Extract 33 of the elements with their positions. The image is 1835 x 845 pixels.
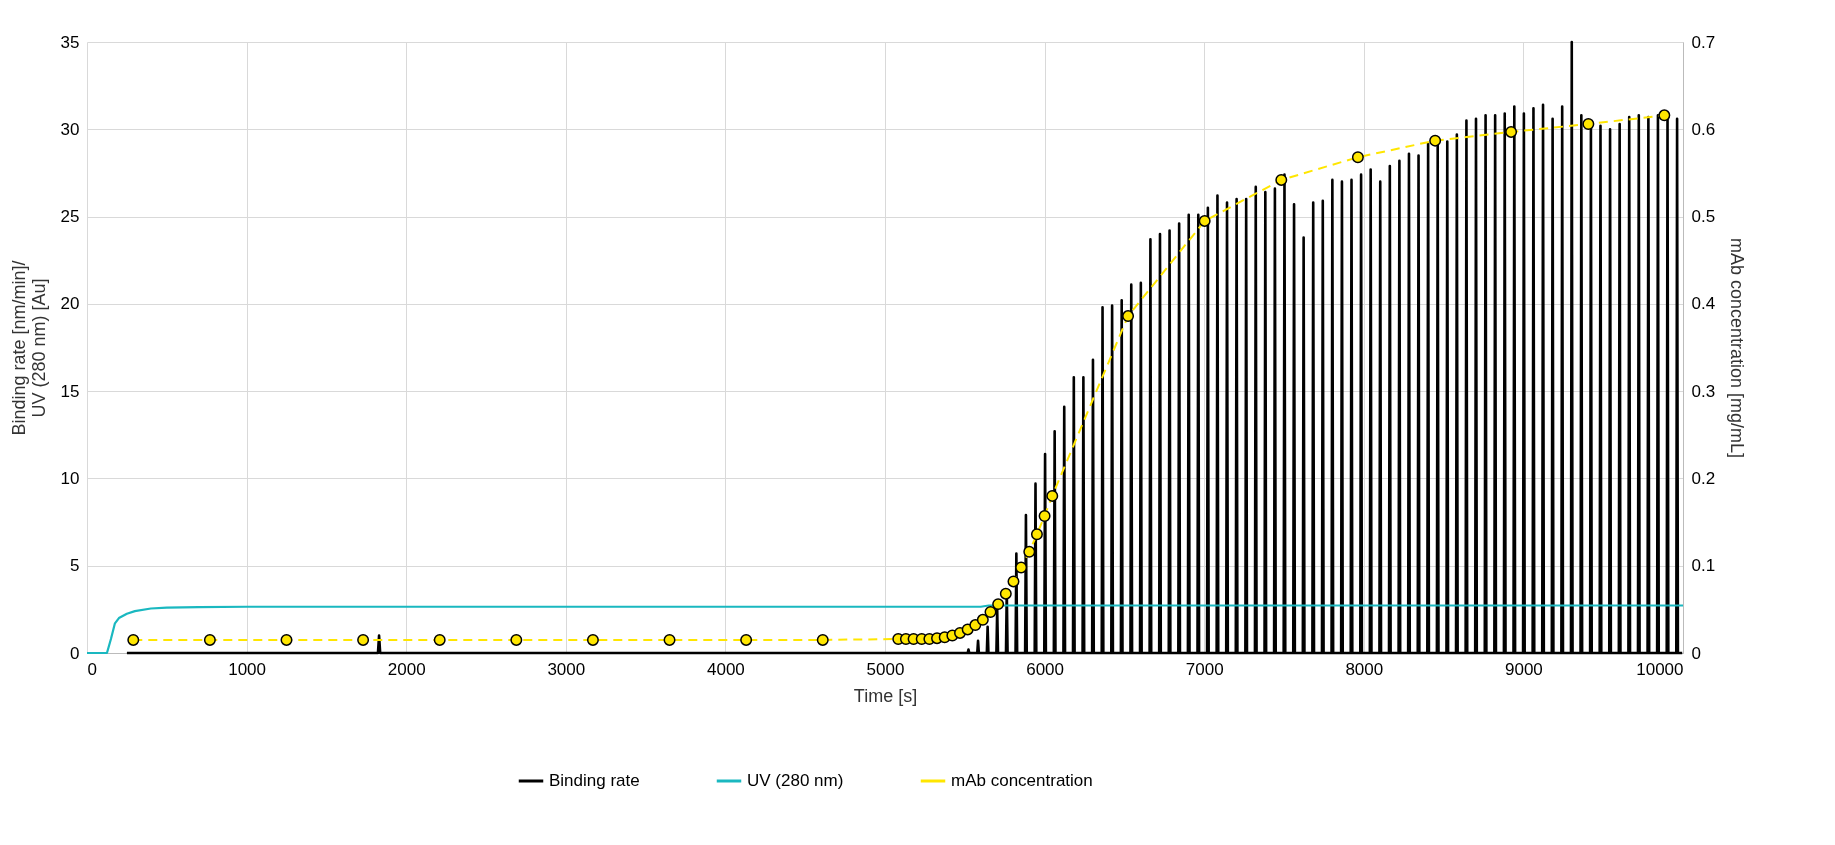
y2-tick-label: 0 [1691,643,1701,663]
y-tick-label: 5 [70,556,80,576]
x-tick-label: 7000 [1185,659,1224,679]
y-tick-label: 25 [60,207,80,227]
y-tick-label: 35 [60,32,80,52]
x-tick-label: 10000 [1636,659,1684,679]
y2-tick-label: 0.4 [1691,294,1716,314]
x-tick-label: 9000 [1504,659,1543,679]
x-tick-label: 4000 [706,659,745,679]
x-axis-title: Time [s] [853,685,918,706]
y2-tick-label: 0.6 [1691,119,1716,139]
legend-label: Binding rate [549,771,640,790]
y-tick-label: 30 [60,119,80,139]
x-tick-label: 3000 [547,659,586,679]
x-tick-label: 2000 [387,659,426,679]
x-tick-label: 1000 [228,659,267,679]
y-tick-label: 10 [60,468,80,488]
y-axis-title: Binding rate [nm/min]/ UV (280 nm) [Au] [8,260,49,436]
y2-tick-label: 0.2 [1691,468,1716,488]
y2-tick-label: 0.3 [1691,381,1716,401]
y2-tick-label: 0.7 [1691,32,1716,52]
x-tick-label: 5000 [866,659,905,679]
y-tick-label: 15 [60,381,80,401]
legend-label: mAb concentration [951,771,1093,790]
x-tick-label: 0 [87,659,97,679]
x-tick-label: 8000 [1345,659,1384,679]
y-tick-label: 0 [70,643,80,663]
x-tick-label: 6000 [1026,659,1065,679]
y2-axis-title: mAb concentration [mg/mL] [1727,237,1748,459]
legend-label: UV (280 nm) [747,771,844,790]
y-tick-label: 20 [60,294,80,314]
y2-tick-label: 0.1 [1691,556,1716,576]
y2-tick-label: 0.5 [1691,207,1716,227]
